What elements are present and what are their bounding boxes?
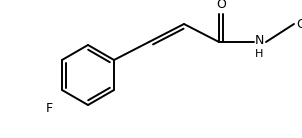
Text: O: O (216, 0, 226, 11)
Text: OH: OH (296, 18, 302, 30)
Text: N: N (255, 34, 264, 47)
Text: H: H (255, 49, 263, 59)
Text: F: F (46, 102, 53, 115)
